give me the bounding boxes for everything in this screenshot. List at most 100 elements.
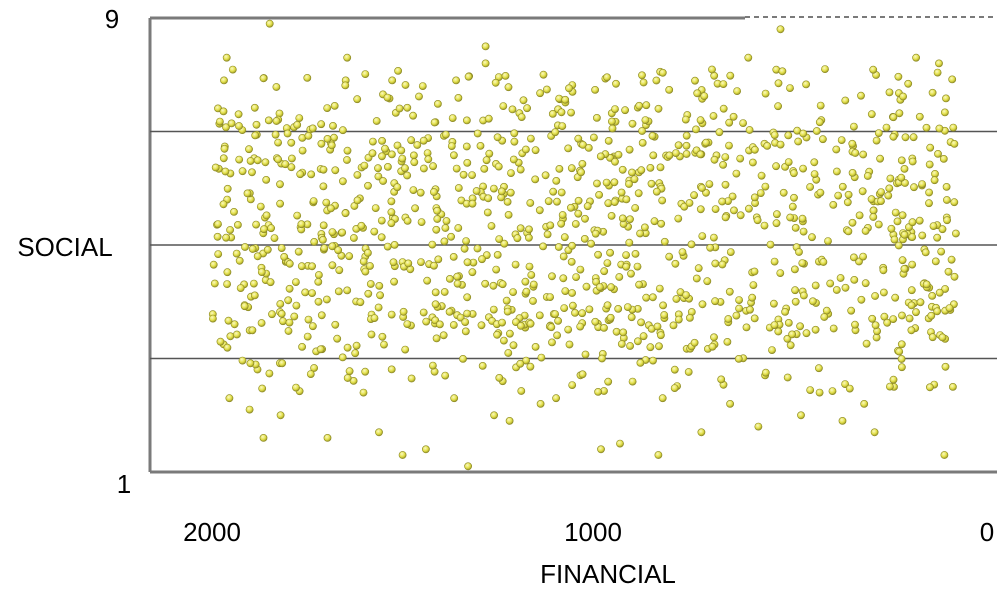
- data-point: [696, 205, 705, 214]
- data-point: [428, 361, 437, 370]
- data-point: [226, 332, 235, 341]
- data-point: [343, 286, 352, 295]
- data-point: [553, 331, 561, 340]
- data-point: [614, 150, 623, 159]
- data-point: [600, 323, 608, 332]
- data-point: [238, 356, 247, 365]
- data-point: [791, 286, 799, 295]
- data-point: [323, 433, 332, 442]
- data-point: [372, 117, 381, 125]
- data-point: [580, 234, 589, 243]
- data-point: [409, 111, 417, 120]
- data-point: [213, 232, 222, 241]
- data-point: [304, 131, 313, 140]
- data-point: [851, 320, 859, 329]
- data-point: [582, 282, 591, 291]
- data-point: [944, 267, 953, 276]
- data-point: [447, 142, 456, 150]
- data-point: [338, 353, 347, 362]
- data-point: [430, 261, 438, 270]
- data-point: [939, 154, 948, 163]
- data-point: [499, 336, 508, 345]
- data-point: [603, 73, 611, 82]
- data-point: [900, 164, 909, 173]
- data-point: [637, 318, 645, 327]
- data-point: [285, 318, 294, 327]
- data-point: [674, 315, 683, 324]
- data-point: [265, 19, 274, 28]
- data-point: [516, 224, 525, 233]
- data-point: [265, 369, 274, 378]
- data-point: [546, 293, 554, 301]
- data-point: [625, 238, 634, 247]
- data-point: [844, 190, 853, 199]
- data-point: [374, 303, 383, 312]
- data-point: [453, 279, 462, 288]
- data-point: [750, 193, 759, 202]
- data-point: [549, 187, 558, 196]
- data-point: [682, 291, 690, 299]
- data-point: [931, 257, 940, 266]
- data-point: [320, 244, 329, 253]
- data-point: [296, 170, 305, 179]
- data-point: [410, 158, 419, 167]
- data-point: [308, 124, 317, 133]
- data-point: [627, 313, 636, 322]
- data-point: [236, 284, 245, 292]
- data-point: [882, 123, 891, 132]
- data-point: [390, 277, 398, 286]
- data-point: [571, 220, 580, 228]
- data-point: [258, 384, 267, 393]
- data-point: [449, 321, 458, 329]
- data-point: [441, 371, 450, 380]
- data-point: [670, 365, 679, 374]
- data-point: [850, 275, 859, 284]
- data-point: [744, 53, 753, 62]
- data-point: [607, 211, 616, 220]
- data-point: [293, 121, 302, 129]
- data-point: [880, 288, 888, 297]
- data-point: [398, 451, 407, 459]
- data-point: [387, 197, 396, 206]
- data-point: [656, 163, 665, 172]
- data-point: [525, 225, 533, 234]
- data-point: [504, 210, 513, 219]
- data-point: [378, 152, 386, 161]
- data-point: [571, 308, 579, 317]
- data-point: [567, 164, 576, 173]
- data-point: [635, 280, 643, 289]
- data-point: [498, 318, 506, 327]
- data-point: [422, 317, 431, 326]
- data-point: [638, 127, 646, 135]
- data-point: [228, 65, 237, 74]
- data-point: [565, 84, 573, 93]
- data-point: [682, 131, 691, 140]
- data-point: [806, 183, 814, 191]
- data-point: [319, 165, 328, 174]
- data-point: [921, 248, 930, 257]
- data-point: [674, 141, 683, 150]
- data-point: [262, 175, 271, 184]
- data-point: [292, 301, 301, 310]
- data-point: [378, 332, 387, 341]
- data-point: [833, 167, 841, 176]
- data-point: [219, 154, 228, 163]
- data-point: [736, 154, 745, 163]
- data-point: [949, 123, 958, 132]
- data-point: [261, 158, 270, 167]
- data-point: [848, 218, 857, 227]
- data-point: [696, 150, 705, 159]
- data-point: [754, 422, 763, 431]
- data-point: [489, 281, 498, 290]
- data-point: [291, 278, 300, 286]
- data-point: [504, 83, 513, 92]
- data-point: [861, 227, 870, 235]
- data-point: [548, 272, 556, 281]
- data-point: [220, 144, 229, 153]
- data-point: [876, 154, 884, 163]
- data-point: [692, 125, 700, 134]
- data-point: [606, 248, 614, 257]
- data-point: [592, 277, 600, 286]
- data-point: [535, 206, 544, 215]
- data-point: [753, 216, 762, 225]
